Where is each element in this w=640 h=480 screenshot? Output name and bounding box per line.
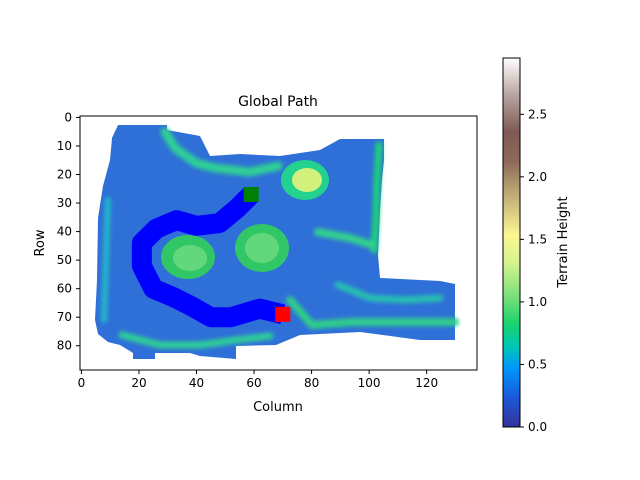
start-marker	[243, 186, 259, 202]
colorbar-label: Terrain Height	[556, 196, 571, 288]
chart-title: Global Path	[238, 94, 318, 110]
colorbar-tick-label: 0.5	[528, 357, 547, 371]
x-tick-label: 80	[304, 376, 319, 390]
y-tick-label: 80	[57, 339, 72, 353]
y-tick-label: 60	[57, 282, 72, 296]
ridge-right-vertical	[370, 141, 383, 254]
y-tick-label: 0	[64, 110, 72, 124]
x-tick-label: 120	[415, 376, 438, 390]
colorbar: 0.0 0.5 1.0 1.5 2.0 2.5 Terrain Height	[502, 57, 571, 434]
y-tick-label: 10	[57, 139, 72, 153]
x-tick-label: 100	[358, 376, 381, 390]
planned-path-layer	[131, 187, 286, 328]
ridge-left-edge	[101, 197, 111, 323]
ridge-lower	[286, 296, 459, 329]
y-tick-label: 20	[57, 168, 72, 182]
colorbar-ticks: 0.0 0.5 1.0 1.5 2.0 2.5	[520, 107, 547, 434]
ridge-bottom-left	[118, 331, 274, 349]
colorbar-tick-label: 0.0	[528, 420, 547, 434]
plot-area	[95, 125, 459, 359]
y-axis-ticks: 0 10 20 30 40 50 60 70 80	[57, 110, 80, 353]
colorbar-tick-label: 2.5	[528, 107, 547, 121]
colorbar-tick-label: 2.0	[528, 170, 547, 184]
colorbar-gradient	[502, 57, 521, 428]
y-tick-label: 70	[57, 310, 72, 324]
ridge-middle	[314, 228, 376, 249]
goal-marker	[275, 306, 291, 322]
y-axis-label: Row	[33, 229, 48, 256]
x-tick-label: 0	[78, 376, 86, 390]
ridge-upper-right	[334, 281, 444, 304]
terrain-ridges	[101, 127, 459, 349]
y-tick-label: 30	[57, 196, 72, 210]
ridge-top-left	[160, 127, 283, 177]
y-tick-label: 40	[57, 225, 72, 239]
x-axis-ticks: 0 20 40 60 80 100 120	[78, 370, 438, 390]
hill-left-inner	[173, 245, 207, 271]
x-tick-label: 20	[131, 376, 146, 390]
hill-center-inner	[245, 233, 279, 263]
x-axis-label: Column	[253, 400, 303, 415]
terrain-hills	[161, 160, 329, 279]
colorbar-tick-label: 1.0	[528, 295, 547, 309]
x-tick-label: 60	[246, 376, 261, 390]
colorbar-tick-label: 1.5	[528, 232, 547, 246]
plot-frame	[79, 115, 478, 371]
y-tick-label: 50	[57, 253, 72, 267]
x-tick-label: 40	[189, 376, 204, 390]
planned-path	[131, 187, 286, 328]
hill-upper-right-peak	[292, 168, 322, 192]
